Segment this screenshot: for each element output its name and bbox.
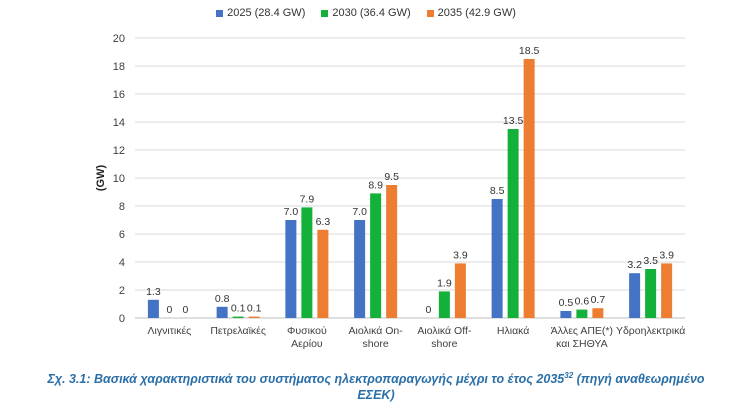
y-tick-label: 6 [119,229,125,241]
y-tick-label: 20 [113,33,125,45]
x-tick-label: Υδροηλεκτρικά [616,325,685,337]
bar-1-2 [216,306,228,318]
data-label: 18.5 [519,45,540,57]
data-label: 0 [425,304,431,316]
y-tick-label: 10 [113,173,125,185]
legend-label: 2030 (36.4 GW) [332,7,411,19]
bar-2-4 [370,193,382,318]
data-label: 0.6 [575,296,590,308]
bar-3-2 [248,316,260,318]
y-tick-label: 8 [119,201,125,213]
y-tick-label: 12 [113,145,125,157]
x-tick-label: Αιολικά On- [349,325,404,337]
legend-label: 2025 (28.4 GW) [227,7,306,19]
x-tick-label: Ηλιακά [497,325,529,337]
legend-item: 2030 (36.4 GW) [321,7,411,19]
data-label: 0.7 [591,294,606,306]
legend-item: 2025 (28.4 GW) [216,7,305,19]
bar-1-8 [629,273,641,318]
caption-footnote: 32 [564,371,574,380]
bar-2-5 [438,291,450,318]
data-label: 1.3 [146,286,161,298]
bar-1-4 [354,220,366,318]
chart-legend: 2025 (28.4 GW) 2030 (36.4 GW) 2035 (42.9 G… [0,7,732,19]
data-label: 7.0 [352,206,367,218]
legend-item: 2035 (42.9 GW) [426,7,516,19]
data-label: 7.9 [300,193,315,205]
y-tick-label: 18 [113,61,125,73]
x-tick-label: Φυσικού [287,325,327,337]
data-label: 3.5 [643,255,658,267]
data-label: 7.0 [284,206,299,218]
y-tick-label: 4 [119,257,125,269]
x-tick-label: shore [362,338,388,350]
bar-3-3 [317,229,329,318]
x-tick-label: Αιολικά Off- [417,325,471,337]
legend-label: 2035 (42.9 GW) [437,7,516,19]
data-label: 8.5 [490,185,505,197]
bar-1-1 [147,299,159,318]
bar-2-7 [576,309,588,318]
bar-3-8 [661,263,673,318]
bar-2-2 [232,316,244,318]
y-tick-label: 2 [119,285,125,297]
data-label: 0.5 [559,297,574,309]
y-tick-label: 16 [113,89,125,101]
y-tick-label: 0 [119,313,125,325]
bar-3-5 [454,263,466,318]
bar-3-4 [386,185,398,318]
y-axis-title: (GW) [95,165,107,192]
bar-3-6 [523,59,535,318]
legend-swatch [426,9,434,17]
x-tick-label: Λιγνιτικές [148,325,192,337]
x-tick-label: Αερίου [291,338,323,350]
caption-text: Σχ. 3.1: Βασικά χαρακτηριστικά του συστή… [47,372,565,387]
caption-source: (πηγή αναθεωρημένο ΕΣΕΚ) [357,372,705,403]
bar-2-8 [645,269,657,318]
x-tick-label: και ΣΗΘΥΑ [556,338,608,350]
data-label: 0 [182,304,188,316]
data-label: 0.1 [247,303,262,315]
data-label: 3.9 [453,249,468,261]
data-label: 8.9 [368,179,383,191]
bar-3-7 [592,308,604,318]
data-label: 0.1 [231,303,246,315]
x-tick-label: Πετρελαϊκές [210,325,266,337]
x-tick-label: Άλλες ΑΠΕ(*) [551,325,613,337]
bar-1-3 [285,220,297,318]
data-label: 3.2 [627,259,642,271]
bar-1-7 [560,311,572,318]
x-tick-label: shore [431,338,457,350]
legend-swatch [216,9,224,17]
bar-1-6 [491,199,503,318]
data-label: 3.9 [659,249,674,261]
data-label: 0 [166,304,172,316]
data-label: 13.5 [503,115,524,127]
data-label: 0.8 [215,293,230,305]
data-label: 9.5 [384,171,399,183]
legend-swatch [321,9,329,17]
bar-2-6 [507,129,519,318]
figure-caption: Σχ. 3.1: Βασικά χαρακτηριστικά του συστή… [40,368,712,403]
data-label: 1.9 [437,277,452,289]
bar-2-3 [301,207,313,318]
data-label: 6.3 [316,216,331,228]
y-tick-label: 14 [113,117,125,129]
